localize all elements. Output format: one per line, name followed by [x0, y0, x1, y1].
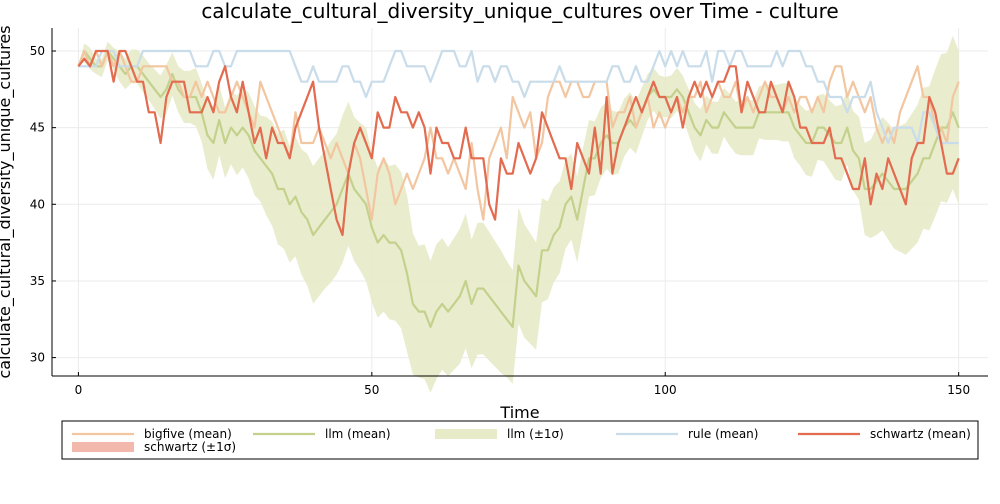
- line-layer: [77, 49, 960, 328]
- x-tick-label: 150: [947, 383, 970, 397]
- legend-swatch-schwartz-band: [72, 442, 134, 452]
- x-axis-label: Time: [499, 403, 539, 422]
- x-tick-label: 0: [75, 383, 83, 397]
- axes: 0 50 100 150 30 35 40 45 50: [30, 28, 988, 397]
- y-tick-label: 50: [30, 44, 45, 58]
- legend-label: schwartz (±1σ): [144, 440, 236, 454]
- band-llm: [78, 35, 959, 393]
- x-tick-label: 50: [364, 383, 379, 397]
- y-tick-label: 45: [30, 121, 45, 135]
- band-layer: [78, 35, 959, 393]
- legend-label: llm (±1σ): [507, 427, 564, 441]
- legend-label: bigfive (mean): [144, 427, 232, 441]
- y-tick-label: 40: [30, 197, 45, 211]
- legend-swatch-llm-band: [435, 429, 497, 439]
- legend-label: schwartz (mean): [870, 427, 971, 441]
- line-schwartz: [77, 49, 960, 237]
- y-tick-label: 30: [30, 351, 45, 365]
- x-tick-label: 100: [654, 383, 677, 397]
- line-bigfive: [77, 49, 960, 221]
- y-axis-label: calculate_cultural_diversity_unique_cult…: [0, 25, 15, 378]
- legend-box: [61, 420, 979, 460]
- y-tick-label: 35: [30, 274, 45, 288]
- legend-label: rule (mean): [688, 427, 758, 441]
- legend-label: llm (mean): [325, 427, 391, 441]
- legend: bigfive (mean) llm (mean) llm (±1σ) rule (m…: [61, 420, 979, 460]
- chart-title: calculate_cultural_diversity_unique_cult…: [201, 0, 838, 23]
